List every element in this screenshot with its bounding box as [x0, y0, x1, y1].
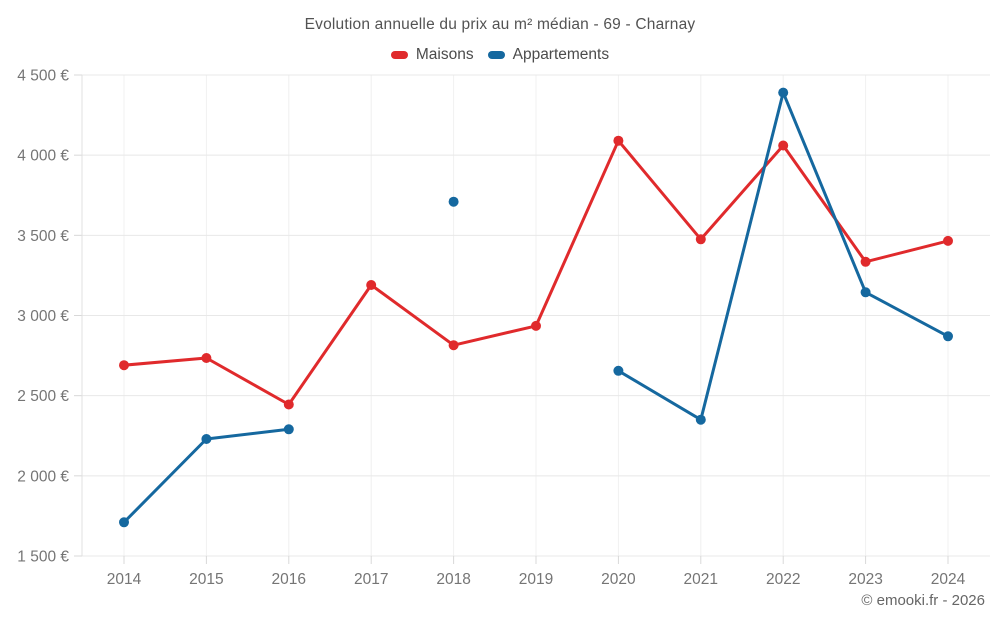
- legend-item-appartements[interactable]: Appartements: [487, 46, 610, 64]
- x-tick-label: 2016: [272, 571, 306, 588]
- x-tick-label: 2024: [931, 571, 966, 588]
- x-tick-label: 2020: [601, 571, 636, 588]
- legend-label: Appartements: [512, 46, 610, 63]
- data-point-maisons-2020[interactable]: [613, 135, 624, 146]
- legend-swatch-maisons: [390, 51, 408, 59]
- data-point-maisons-2015[interactable]: [201, 353, 212, 363]
- x-tick-label: 2017: [354, 571, 388, 588]
- y-tick-label: 2 500 €: [17, 388, 69, 405]
- data-point-maisons-2024[interactable]: [943, 235, 953, 246]
- data-point-appartements-2023[interactable]: [860, 287, 871, 298]
- x-tick-label: 2021: [684, 571, 718, 588]
- data-point-maisons-2014[interactable]: [119, 360, 129, 371]
- legend-swatch-appartements: [487, 51, 505, 59]
- data-point-appartements-2020[interactable]: [613, 365, 624, 376]
- data-point-appartements-2022[interactable]: [778, 87, 789, 98]
- x-tick-label: 2018: [436, 571, 470, 588]
- x-tick-label: 2019: [519, 571, 553, 588]
- x-tick-label: 2015: [189, 571, 223, 588]
- y-tick-label: 4 500 €: [17, 68, 69, 85]
- data-point-maisons-2023[interactable]: [860, 256, 871, 267]
- data-point-appartements-2021[interactable]: [695, 414, 706, 425]
- data-point-appartements-2016[interactable]: [283, 424, 294, 435]
- chart-title: Evolution annuelle du prix au m² médian …: [304, 16, 696, 33]
- chart-legend: Maisons Appartements: [0, 46, 1000, 64]
- legend-item-maisons[interactable]: Maisons: [390, 46, 474, 64]
- y-tick-label: 2 000 €: [17, 468, 69, 485]
- x-tick-label: 2023: [848, 571, 882, 588]
- data-point-maisons-2018[interactable]: [448, 340, 459, 351]
- y-tick-label: 3 500 €: [17, 228, 69, 245]
- x-tick-label: 2022: [766, 571, 800, 588]
- y-tick-label: 4 000 €: [17, 148, 69, 165]
- legend-label: Maisons: [415, 46, 474, 63]
- data-point-maisons-2022[interactable]: [778, 140, 789, 151]
- y-tick-label: 3 000 €: [17, 308, 69, 325]
- data-point-maisons-2019[interactable]: [531, 320, 541, 331]
- footer-credit: © emooki.fr - 2026: [861, 592, 985, 609]
- data-point-appartements-2015[interactable]: [201, 434, 212, 444]
- data-point-maisons-2016[interactable]: [283, 399, 294, 410]
- data-point-appartements-2018[interactable]: [448, 196, 459, 207]
- y-tick-label: 1 500 €: [17, 549, 69, 566]
- x-tick-label: 2014: [107, 571, 142, 588]
- data-point-appartements-2014[interactable]: [119, 517, 129, 528]
- data-point-appartements-2024[interactable]: [943, 331, 953, 342]
- data-point-maisons-2017[interactable]: [366, 280, 377, 290]
- data-point-maisons-2021[interactable]: [695, 234, 706, 245]
